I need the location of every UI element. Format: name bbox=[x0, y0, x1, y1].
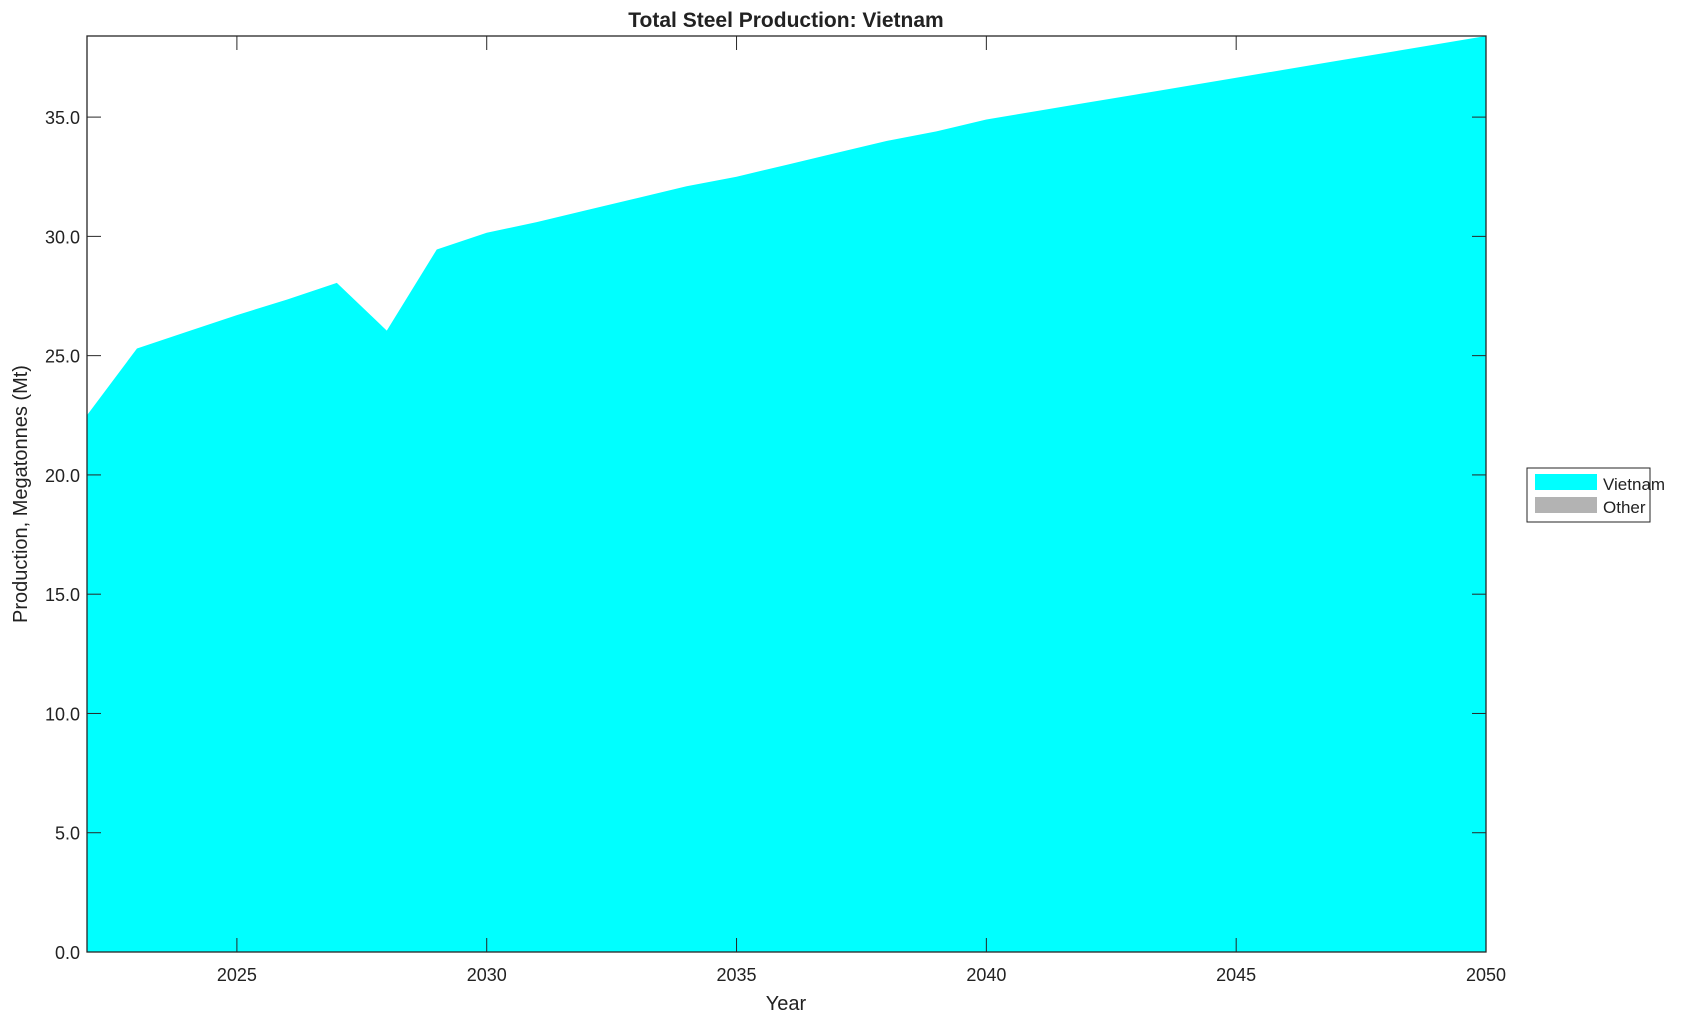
area-vietnam bbox=[87, 36, 1486, 952]
legend: Vietnam Other bbox=[1526, 467, 1665, 523]
x-tick-label: 2040 bbox=[966, 965, 1006, 985]
y-tick-label: 35.0 bbox=[45, 108, 80, 128]
x-tick-label: 2035 bbox=[717, 965, 757, 985]
y-tick-label: 5.0 bbox=[55, 824, 80, 844]
y-tick-label: 30.0 bbox=[45, 227, 80, 247]
y-tick-label: 0.0 bbox=[55, 943, 80, 963]
x-tick-label: 2030 bbox=[467, 965, 507, 985]
legend-label-vietnam: Vietnam bbox=[1603, 475, 1665, 494]
plot-frame bbox=[86, 35, 1487, 953]
x-axis-label: Year bbox=[766, 993, 807, 1015]
legend-swatch-vietnam bbox=[1535, 474, 1597, 490]
y-tick-label: 25.0 bbox=[45, 347, 80, 367]
legend-label-other: Other bbox=[1603, 498, 1646, 517]
y-tick-label: 15.0 bbox=[45, 585, 80, 605]
x-tick-label: 2025 bbox=[217, 965, 257, 985]
legend-swatch-other bbox=[1535, 497, 1597, 513]
y-tick-label: 20.0 bbox=[45, 466, 80, 486]
y-axis-label: Production, Megatonnes (Mt) bbox=[10, 365, 32, 623]
x-tick-label: 2050 bbox=[1466, 965, 1506, 985]
chart-title: Total Steel Production: Vietnam bbox=[628, 9, 943, 32]
y-tick-label: 10.0 bbox=[45, 704, 80, 724]
x-tick-label: 2045 bbox=[1216, 965, 1256, 985]
